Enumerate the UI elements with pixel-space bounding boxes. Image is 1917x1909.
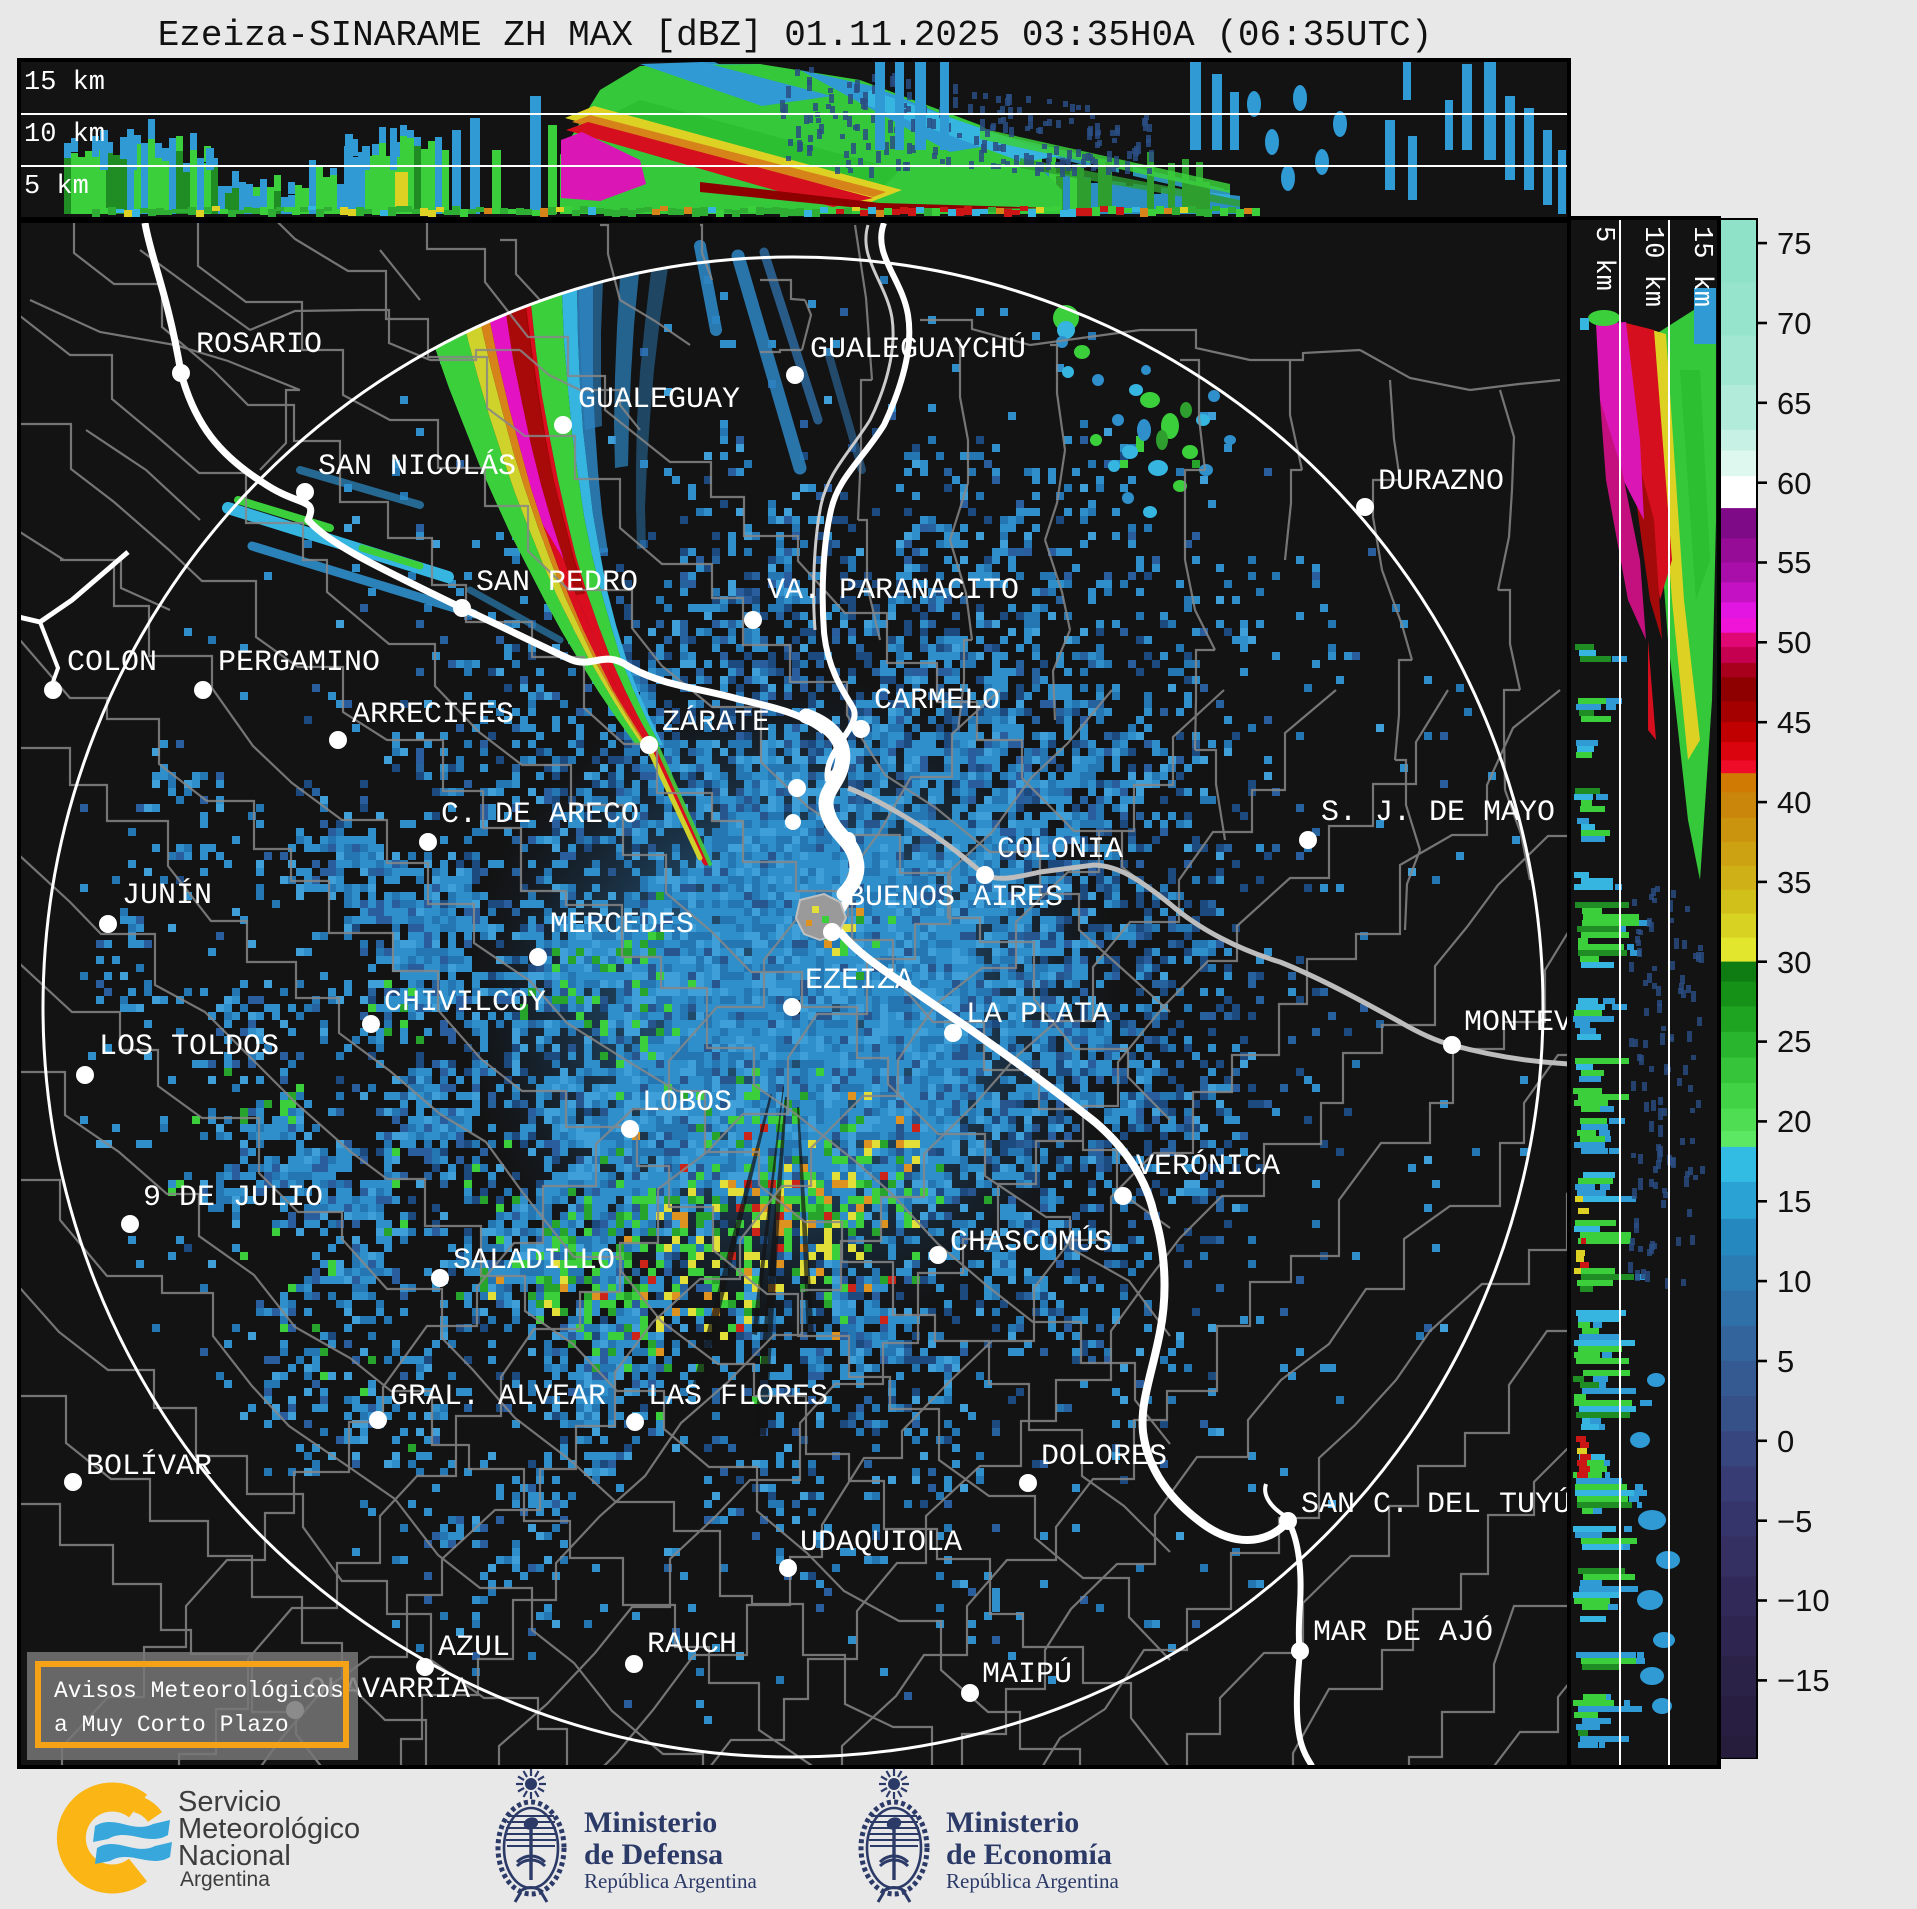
svg-text:5: 5 bbox=[1777, 1344, 1794, 1379]
svg-text:40: 40 bbox=[1777, 785, 1811, 820]
svg-text:SALADILLO: SALADILLO bbox=[453, 1244, 615, 1278]
svg-text:GUALEGUAY: GUALEGUAY bbox=[578, 383, 740, 417]
svg-text:ZÁRATE: ZÁRATE bbox=[662, 705, 770, 740]
svg-text:Meteorológico: Meteorológico bbox=[178, 1813, 360, 1845]
svg-text:EZEIZA: EZEIZA bbox=[805, 964, 913, 998]
svg-text:RAUCH: RAUCH bbox=[647, 1628, 737, 1662]
svg-text:LAS FLORES: LAS FLORES bbox=[648, 1380, 828, 1414]
svg-text:SAN PEDRO: SAN PEDRO bbox=[476, 566, 638, 600]
svg-text:Avisos Meteorológicos: Avisos Meteorológicos bbox=[54, 1678, 344, 1704]
svg-text:9 DE JULIO: 9 DE JULIO bbox=[143, 1181, 323, 1215]
svg-text:de Economía: de Economía bbox=[946, 1838, 1112, 1871]
svg-text:Ministerio: Ministerio bbox=[584, 1806, 717, 1839]
svg-text:República Argentina: República Argentina bbox=[584, 1869, 757, 1893]
svg-text:S. J. DE MAYO: S. J. DE MAYO bbox=[1321, 796, 1555, 830]
svg-text:MONTEV: MONTEV bbox=[1464, 1006, 1572, 1040]
svg-text:50: 50 bbox=[1777, 625, 1811, 660]
svg-text:10 km: 10 km bbox=[24, 120, 105, 150]
svg-text:ARRECIFES: ARRECIFES bbox=[352, 698, 514, 732]
svg-text:−5: −5 bbox=[1777, 1504, 1812, 1539]
svg-text:GUALEGUAYCHÚ: GUALEGUAYCHÚ bbox=[810, 332, 1026, 367]
svg-text:55: 55 bbox=[1777, 545, 1811, 580]
svg-text:15 km: 15 km bbox=[1686, 226, 1716, 307]
svg-text:MERCEDES: MERCEDES bbox=[550, 908, 694, 942]
svg-text:AZUL: AZUL bbox=[438, 1631, 510, 1665]
svg-text:BUENOS AIRES: BUENOS AIRES bbox=[847, 881, 1063, 915]
svg-text:15 km: 15 km bbox=[24, 68, 105, 98]
svg-text:30: 30 bbox=[1777, 945, 1811, 980]
svg-text:DOLORES: DOLORES bbox=[1041, 1440, 1167, 1474]
svg-text:MAIPÚ: MAIPÚ bbox=[982, 1657, 1072, 1692]
svg-text:a Muy Corto Plazo: a Muy Corto Plazo bbox=[54, 1712, 289, 1738]
svg-text:45: 45 bbox=[1777, 705, 1811, 740]
svg-text:0: 0 bbox=[1777, 1424, 1794, 1459]
svg-text:MAR DE AJÓ: MAR DE AJÓ bbox=[1313, 1615, 1493, 1650]
svg-text:−10: −10 bbox=[1777, 1583, 1830, 1618]
svg-text:35: 35 bbox=[1777, 865, 1811, 900]
svg-text:UDAQUIOLA: UDAQUIOLA bbox=[800, 1526, 962, 1560]
svg-text:Ministerio: Ministerio bbox=[946, 1806, 1079, 1839]
svg-text:LOBOS: LOBOS bbox=[642, 1086, 732, 1120]
svg-text:CHIVILCOY: CHIVILCOY bbox=[384, 986, 546, 1020]
svg-text:ROSARIO: ROSARIO bbox=[196, 328, 322, 362]
svg-text:60: 60 bbox=[1777, 466, 1811, 501]
svg-text:70: 70 bbox=[1777, 306, 1811, 341]
svg-text:República Argentina: República Argentina bbox=[946, 1869, 1119, 1893]
svg-text:25: 25 bbox=[1777, 1024, 1811, 1059]
svg-text:5 km: 5 km bbox=[1588, 226, 1618, 291]
svg-text:10: 10 bbox=[1777, 1264, 1811, 1299]
svg-text:75: 75 bbox=[1777, 226, 1811, 261]
svg-text:5 km: 5 km bbox=[24, 172, 89, 202]
svg-text:VA. PARANACITO: VA. PARANACITO bbox=[767, 574, 1019, 608]
svg-text:Nacional: Nacional bbox=[178, 1840, 291, 1872]
svg-text:SAN C. DEL TUYÚ: SAN C. DEL TUYÚ bbox=[1301, 1487, 1571, 1522]
svg-text:10 km: 10 km bbox=[1637, 226, 1667, 307]
svg-text:−15: −15 bbox=[1777, 1663, 1830, 1698]
svg-text:VERÓNICA: VERÓNICA bbox=[1136, 1149, 1280, 1184]
svg-text:JUNÍN: JUNÍN bbox=[122, 878, 212, 913]
svg-text:COLON: COLON bbox=[67, 646, 157, 680]
svg-text:LA PLATA: LA PLATA bbox=[966, 998, 1110, 1032]
svg-text:15: 15 bbox=[1777, 1184, 1811, 1219]
svg-text:C. DE ARECO: C. DE ARECO bbox=[441, 798, 639, 832]
svg-text:SAN NICOLÁS: SAN NICOLÁS bbox=[318, 449, 516, 484]
svg-text:COLONIA: COLONIA bbox=[997, 833, 1123, 867]
svg-text:CHASCOMÚS: CHASCOMÚS bbox=[950, 1225, 1112, 1260]
svg-text:20: 20 bbox=[1777, 1104, 1811, 1139]
svg-text:GRAL. ALVEAR: GRAL. ALVEAR bbox=[390, 1380, 606, 1414]
svg-text:CARMELO: CARMELO bbox=[874, 684, 1000, 718]
svg-text:65: 65 bbox=[1777, 386, 1811, 421]
svg-text:Argentina: Argentina bbox=[180, 1868, 270, 1891]
svg-text:BOLÍVAR: BOLÍVAR bbox=[86, 1449, 212, 1484]
svg-text:LOS TOLDOS: LOS TOLDOS bbox=[99, 1030, 279, 1064]
svg-text:Servicio: Servicio bbox=[178, 1786, 281, 1818]
svg-text:DURAZNO: DURAZNO bbox=[1378, 465, 1504, 499]
svg-text:de Defensa: de Defensa bbox=[584, 1838, 723, 1871]
svg-text:PERGAMINO: PERGAMINO bbox=[218, 646, 380, 680]
